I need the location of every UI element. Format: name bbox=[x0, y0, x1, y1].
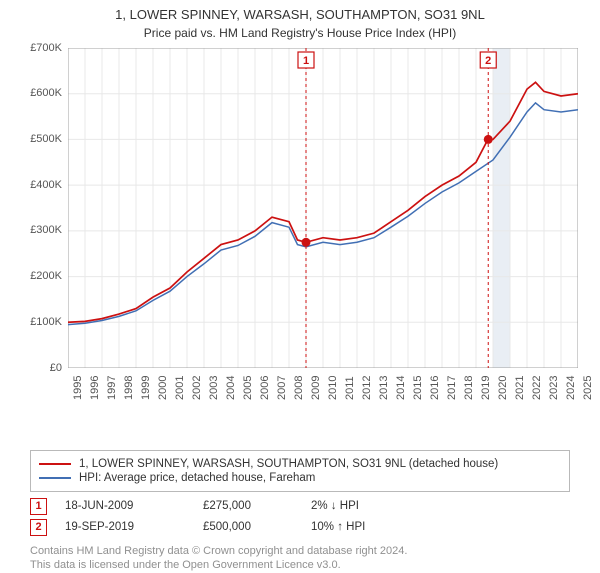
legend-swatch bbox=[39, 477, 71, 479]
legend-swatch bbox=[39, 463, 71, 465]
page-subtitle: Price paid vs. HM Land Registry's House … bbox=[0, 26, 600, 40]
svg-text:1: 1 bbox=[303, 55, 309, 67]
y-axis-label: £400K bbox=[30, 179, 62, 191]
footer-text: Contains HM Land Registry data © Crown c… bbox=[30, 544, 570, 573]
y-axis-label: £0 bbox=[50, 362, 62, 374]
event-date: 19-SEP-2019 bbox=[65, 521, 185, 533]
legend-box: 1, LOWER SPINNEY, WARSASH, SOUTHAMPTON, … bbox=[30, 450, 570, 492]
y-axis-label: £600K bbox=[30, 87, 62, 99]
y-axis-label: £100K bbox=[30, 316, 62, 328]
event-delta: 2% ↓ HPI bbox=[311, 500, 359, 512]
legend-item: HPI: Average price, detached house, Fare… bbox=[39, 472, 561, 484]
y-axis-label: £300K bbox=[30, 224, 62, 236]
legend-item: 1, LOWER SPINNEY, WARSASH, SOUTHAMPTON, … bbox=[39, 458, 561, 470]
legend-label: 1, LOWER SPINNEY, WARSASH, SOUTHAMPTON, … bbox=[79, 458, 498, 470]
event-marker-box: 1 bbox=[30, 498, 47, 515]
event-price: £500,000 bbox=[203, 521, 293, 533]
y-axis-label: £200K bbox=[30, 270, 62, 282]
page-title: 1, LOWER SPINNEY, WARSASH, SOUTHAMPTON, … bbox=[0, 6, 600, 24]
event-row: 2 19-SEP-2019 £500,000 10% ↑ HPI bbox=[30, 519, 570, 536]
y-axis-label: £500K bbox=[30, 133, 62, 145]
svg-text:2: 2 bbox=[485, 55, 491, 67]
chart-container: 1, LOWER SPINNEY, WARSASH, SOUTHAMPTON, … bbox=[0, 6, 600, 566]
event-price: £275,000 bbox=[203, 500, 293, 512]
chart-area: 12 £0£100K£200K£300K£400K£500K£600K£700K… bbox=[20, 48, 580, 408]
event-date: 18-JUN-2009 bbox=[65, 500, 185, 512]
event-marker-box: 2 bbox=[30, 519, 47, 536]
event-row: 1 18-JUN-2009 £275,000 2% ↓ HPI bbox=[30, 498, 570, 515]
legend-label: HPI: Average price, detached house, Fare… bbox=[79, 472, 315, 484]
x-axis-label: 2025 bbox=[582, 375, 600, 399]
y-axis-label: £700K bbox=[30, 42, 62, 54]
event-delta: 10% ↑ HPI bbox=[311, 521, 365, 533]
footer-line: Contains HM Land Registry data © Crown c… bbox=[30, 544, 570, 559]
line-chart-svg: 12 bbox=[68, 48, 578, 368]
footer-line: This data is licensed under the Open Gov… bbox=[30, 558, 570, 573]
event-table: 1 18-JUN-2009 £275,000 2% ↓ HPI 2 19-SEP-2019… bbox=[30, 498, 570, 536]
